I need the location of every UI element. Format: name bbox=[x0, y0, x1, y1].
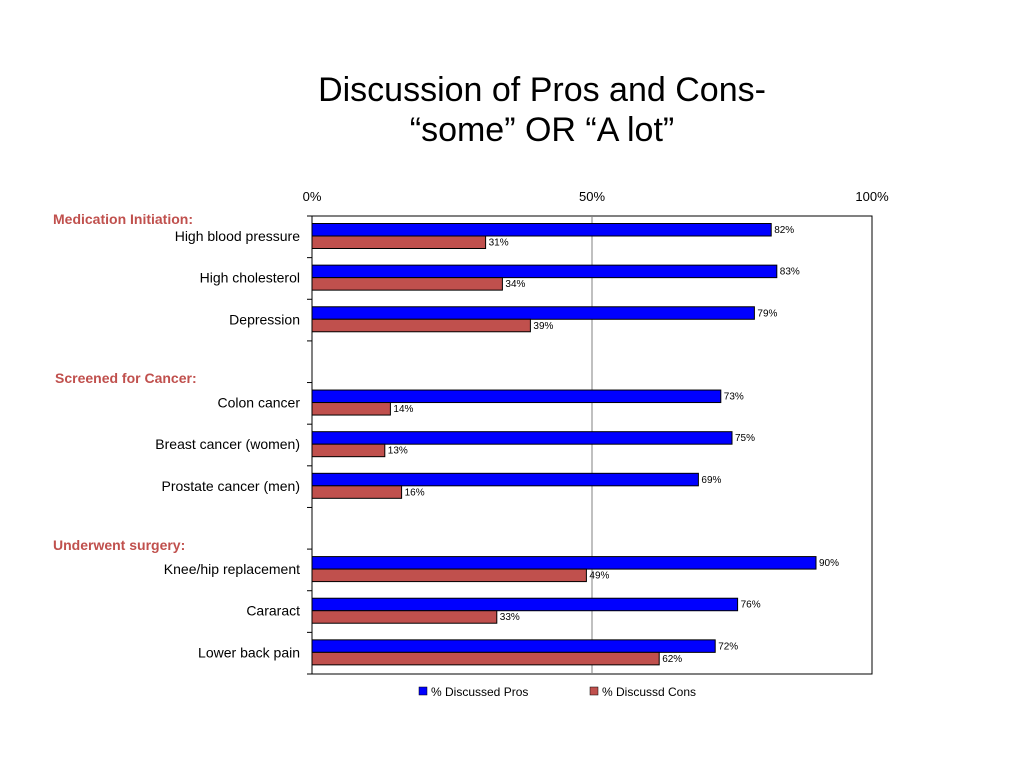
data-label: 13% bbox=[388, 446, 408, 457]
legend-label: % Discussed Pros bbox=[431, 685, 528, 699]
category-label: Breast cancer (women) bbox=[155, 436, 300, 452]
bar-pros bbox=[311, 639, 716, 653]
group-label: Screened for Cancer: bbox=[55, 370, 197, 386]
category-label: Lower back pain bbox=[198, 644, 300, 660]
legend-label: % Discussd Cons bbox=[602, 685, 696, 699]
bar-pros bbox=[311, 223, 772, 237]
bar-pros bbox=[311, 597, 739, 612]
data-label: 16% bbox=[405, 487, 425, 498]
x-tick-label: 50% bbox=[579, 189, 605, 204]
bar-cons bbox=[311, 235, 487, 249]
bar-cons bbox=[311, 485, 403, 499]
data-label: 34% bbox=[505, 279, 525, 290]
category-label: Prostate cancer (men) bbox=[162, 478, 301, 494]
category-label: Cararact bbox=[246, 603, 300, 619]
bar-cons bbox=[311, 568, 587, 583]
legend-swatch bbox=[589, 686, 599, 696]
x-tick-label: 100% bbox=[855, 189, 889, 204]
title-line-2: “some” OR “A lot” bbox=[409, 111, 675, 149]
data-label: 14% bbox=[393, 404, 413, 415]
data-label: 83% bbox=[780, 267, 800, 278]
category-label: Knee/hip replacement bbox=[164, 561, 300, 577]
bar-cons bbox=[311, 402, 391, 416]
bar-cons bbox=[311, 318, 531, 333]
bar-pros bbox=[311, 306, 755, 320]
data-label: 49% bbox=[589, 571, 609, 582]
group-label: Medication Initiation: bbox=[53, 211, 193, 227]
data-label: 73% bbox=[724, 392, 744, 403]
bar-pros bbox=[311, 472, 699, 487]
group-label: Underwent surgery: bbox=[53, 537, 185, 553]
bar-cons bbox=[311, 651, 660, 666]
legend-swatch bbox=[418, 686, 428, 696]
slide-title: Discussion of Pros and Cons- “some” OR “… bbox=[0, 70, 1024, 150]
data-label: 82% bbox=[774, 225, 794, 236]
title-line-1: Discussion of Pros and Cons- bbox=[318, 71, 766, 109]
data-label: 75% bbox=[735, 433, 755, 444]
x-tick-label: 0% bbox=[303, 189, 322, 204]
data-label: 33% bbox=[500, 612, 520, 623]
category-label: High blood pressure bbox=[175, 228, 301, 244]
data-label: 76% bbox=[741, 600, 761, 611]
data-label: 72% bbox=[718, 641, 738, 652]
data-label: 39% bbox=[533, 321, 553, 332]
category-label: Depression bbox=[229, 311, 300, 327]
data-label: 62% bbox=[662, 654, 682, 665]
category-label: Colon cancer bbox=[218, 395, 301, 411]
bar-pros bbox=[311, 556, 817, 570]
data-label: 31% bbox=[489, 238, 509, 249]
category-label: High cholesterol bbox=[200, 270, 300, 286]
data-label: 69% bbox=[701, 475, 721, 486]
data-label: 79% bbox=[757, 308, 777, 319]
bar-cons bbox=[311, 610, 498, 624]
bar-pros bbox=[311, 431, 733, 445]
bar-pros bbox=[311, 264, 778, 279]
data-label: 90% bbox=[819, 558, 839, 569]
bar-pros bbox=[311, 389, 722, 404]
bar-cons bbox=[311, 443, 386, 458]
bar-cons bbox=[311, 277, 503, 291]
